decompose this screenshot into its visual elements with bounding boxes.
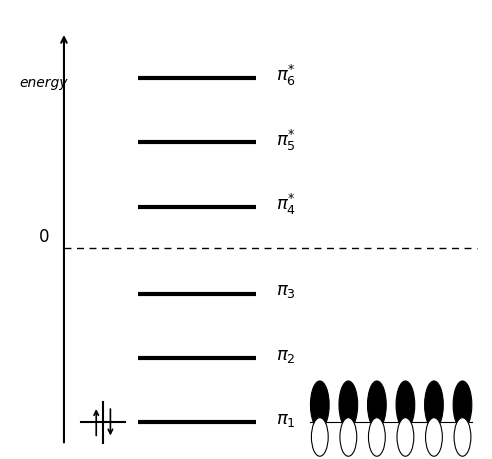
Ellipse shape [396,381,415,429]
Ellipse shape [426,418,442,456]
Ellipse shape [369,418,385,456]
Ellipse shape [339,381,358,429]
Ellipse shape [425,381,443,429]
Text: $\pi_{4}^{*}$: $\pi_{4}^{*}$ [276,192,296,217]
Text: $\pi_{2}$: $\pi_{2}$ [276,347,295,365]
Ellipse shape [340,418,357,456]
Ellipse shape [311,418,328,456]
Text: $\pi_{1}$: $\pi_{1}$ [276,411,295,429]
Text: $\pi_{6}^{*}$: $\pi_{6}^{*}$ [276,63,296,88]
Text: $\pi_{3}$: $\pi_{3}$ [276,282,295,301]
Ellipse shape [397,418,414,456]
Ellipse shape [368,381,386,429]
Ellipse shape [310,381,329,429]
Text: 0: 0 [39,228,50,246]
Ellipse shape [454,418,471,456]
Text: $\pi_{5}^{*}$: $\pi_{5}^{*}$ [276,128,295,152]
Text: energy: energy [20,76,68,90]
Ellipse shape [453,381,472,429]
